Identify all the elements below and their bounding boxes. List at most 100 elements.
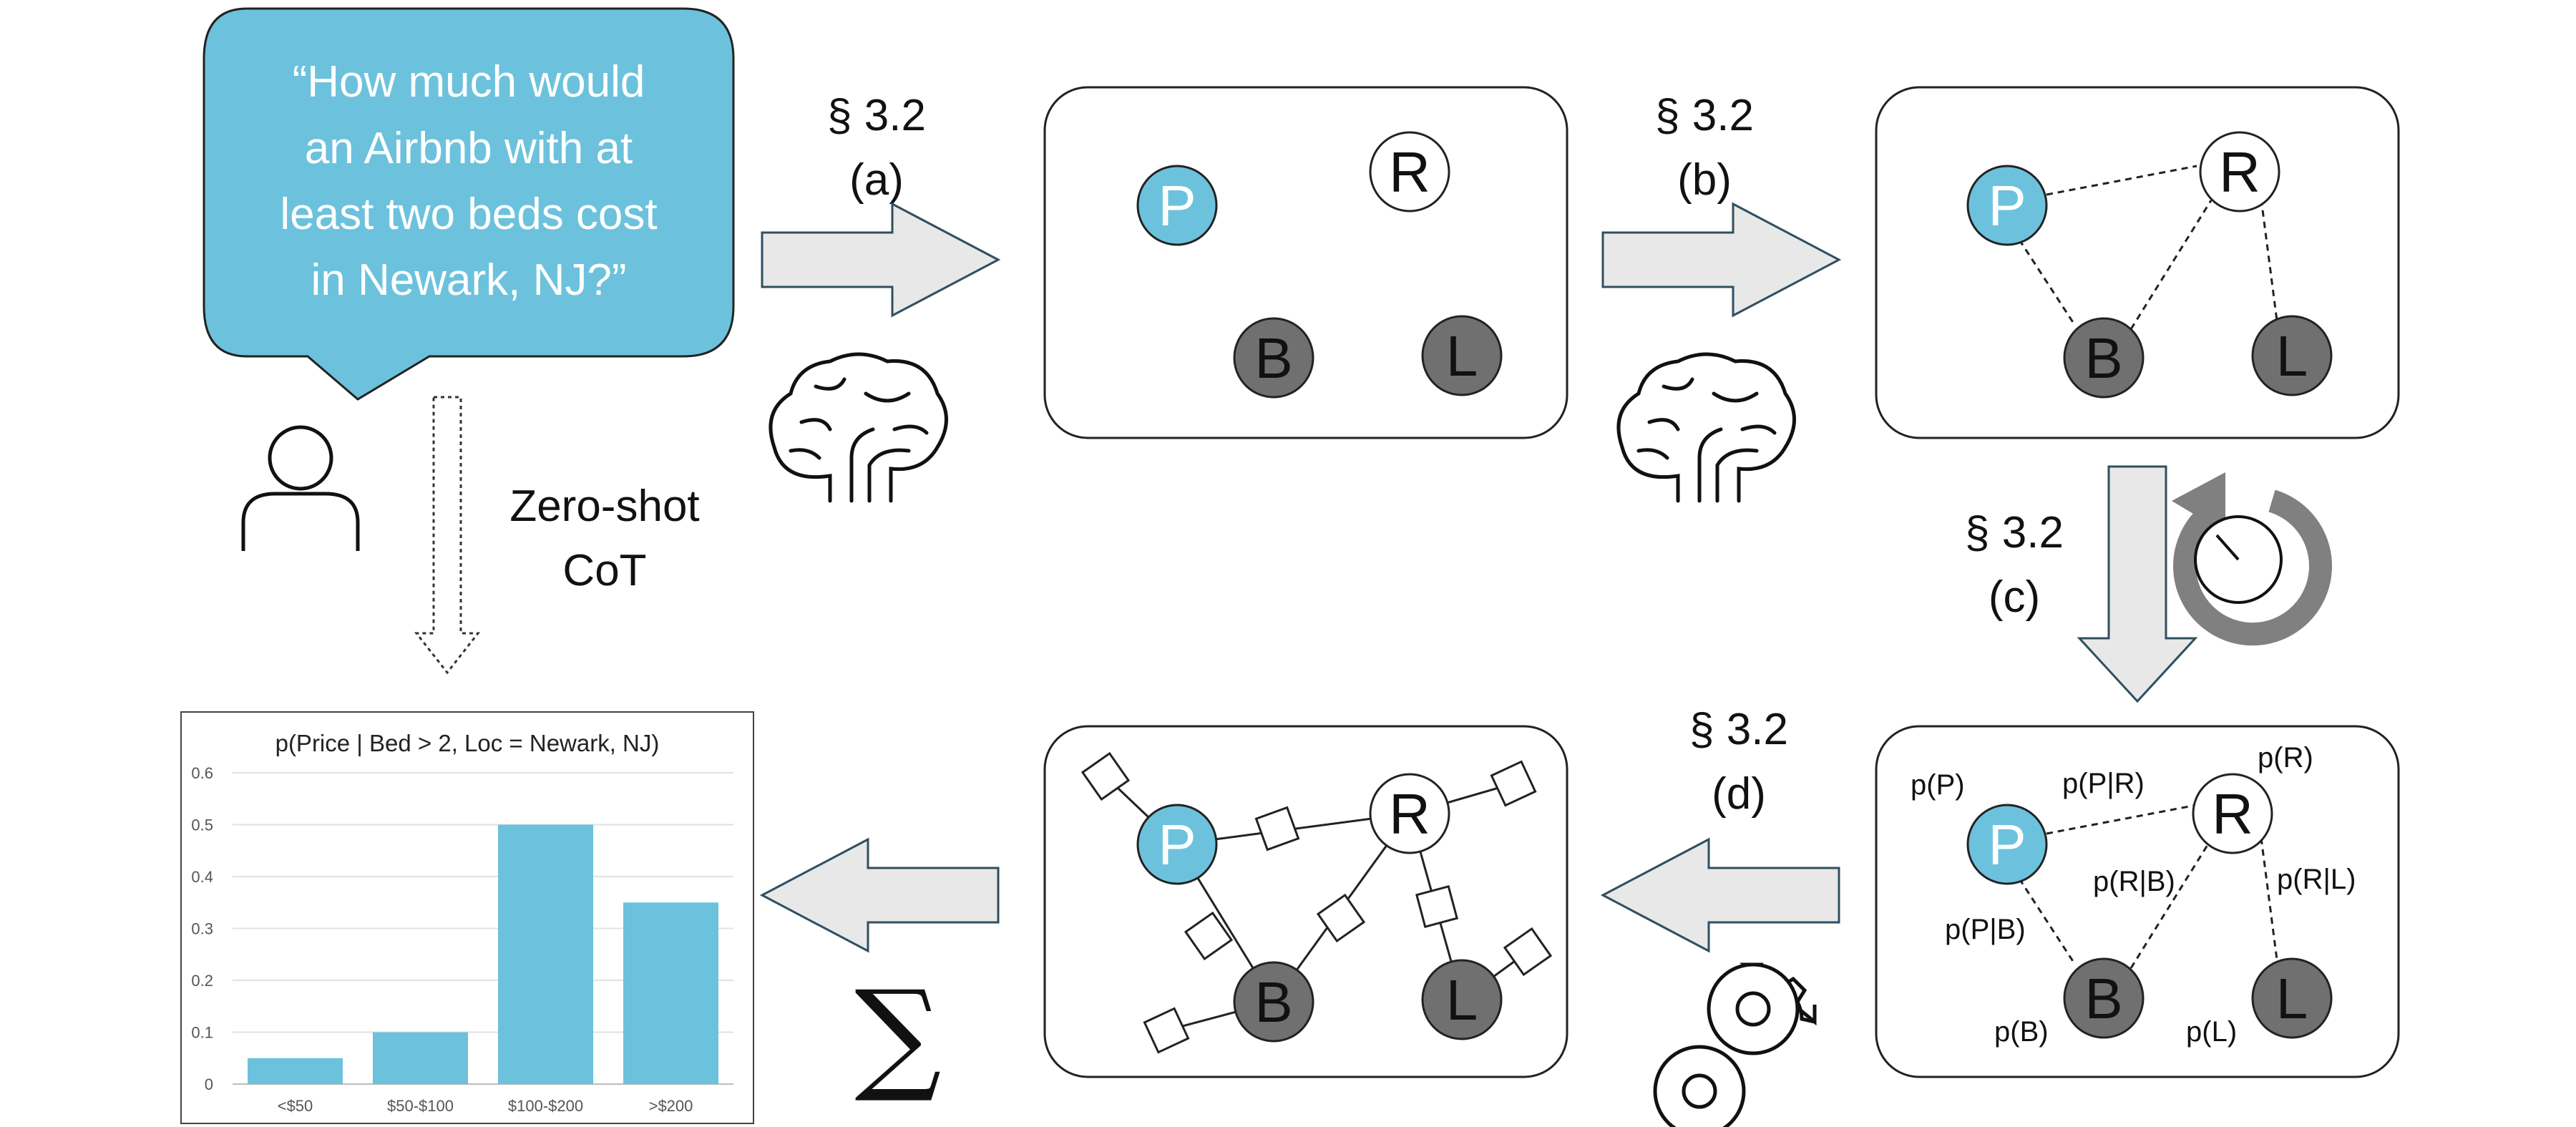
box3-node-B: B [2063,957,2145,1039]
factor-square [1254,806,1300,852]
query-line-3: least two beds cost [280,190,657,239]
aggregate-arrow [759,837,1000,953]
box2-edges [2018,165,2278,330]
step-b-section: § 3.2 [1655,91,1754,140]
chart-y-tick-label: 0 [205,1075,213,1093]
chart-bars [248,824,718,1084]
box3-node-B-label: B [2084,967,2122,1030]
box2-node-L-label: L [2276,324,2308,388]
factor-p-L: p(L) [2186,1016,2237,1048]
box1-node-B-label: B [1254,326,1292,390]
step-d-tag: (d) [1712,769,1766,819]
chart-y-tick-label: 0.6 [191,764,213,782]
step-d-arrow [1600,837,1840,953]
box1-node-P: P [1136,165,1218,246]
query-bubble: “How much would an Airbnb with at least … [203,7,735,401]
query-line-2: an Airbnb with at [305,124,633,173]
factor-p-R: p(R) [2258,742,2313,774]
step-b-tag: (b) [1677,155,1732,205]
brain-icon-b [1616,352,1796,503]
box2-node-P-label: P [1988,174,2026,238]
box4-node-B: B [1233,961,1314,1043]
factor-p-R-given-L: p(R|L) [2277,864,2356,895]
factor-square [1080,751,1131,801]
chart-bar [373,1032,468,1084]
factor-p-P-given-B: p(P|B) [1945,914,2026,945]
box2-node-B: B [2063,317,2145,399]
box3-node-R-label: R [2212,782,2253,846]
speech-bubble-shape [203,7,735,401]
step-b-arrow [1601,202,1842,318]
box1-node-R: R [1369,131,1450,213]
query-line-4: in Newark, NJ?” [311,255,627,305]
baseline-label-line-2: CoT [562,546,646,595]
query-line-1: “How much would [293,57,645,107]
box4-node-L-label: L [1446,968,1478,1032]
box1-node-P-label: P [1158,174,1196,238]
box1-node-B: B [1233,317,1314,399]
chart-y-ticks: 0 0.1 0.2 0.3 0.4 0.5 0.6 [191,764,213,1093]
step-c-arrow [2077,465,2198,703]
box4-factor-squares [1080,751,1553,1054]
box2-node-R: R [2199,131,2280,213]
box4-node-B-label: B [1254,970,1292,1034]
step-a-section: § 3.2 [827,91,926,140]
factor-square [1184,911,1234,961]
step-a-arrow [761,202,1001,318]
box4-node-L: L [1421,959,1503,1040]
box1-node-L-label: L [1446,324,1478,388]
zero-shot-arrow [414,396,481,675]
box3-node-P: P [1966,804,2048,885]
graph-box-structure [1875,86,2400,439]
box4-node-R: R [1369,773,1450,854]
chart-y-tick-label: 0.3 [191,920,213,938]
box1-node-R-label: R [1389,140,1430,204]
factor-square [1143,1007,1190,1054]
box3-node-L: L [2251,957,2333,1039]
chart-bar [623,902,718,1084]
chart-y-tick-label: 0.1 [191,1024,213,1042]
box2-node-L: L [2251,315,2333,396]
user-icon [241,425,360,551]
chart-x-tick-label: >$200 [649,1097,693,1115]
box4-node-P: P [1136,804,1218,885]
box3-node-L-label: L [2276,967,2308,1030]
step-d-section: § 3.2 [1689,705,1788,754]
box3-edges [2018,804,2278,969]
factor-square [1503,927,1553,977]
factor-p-P: p(P) [1911,769,1965,801]
factor-p-P-given-R: p(P|R) [2062,768,2145,799]
box4-node-P-label: P [1158,813,1196,877]
step-c-tag: (c) [1989,572,2040,622]
baseline-label-line-1: Zero-shot [509,482,699,531]
chart-x-ticks: <$50 $50-$100 $100-$200 >$200 [278,1097,693,1115]
box4-node-R-label: R [1389,782,1430,846]
factor-square [1316,893,1366,943]
chart-x-tick-label: $100-$200 [508,1097,583,1115]
sum-symbol: ∑ [854,965,941,1106]
step-a-tag: (a) [849,155,904,205]
factor-p-B: p(B) [1994,1016,2049,1048]
box3-node-P-label: P [1988,813,2026,877]
box1-node-L: L [1421,315,1503,396]
box2-node-B-label: B [2084,326,2122,390]
factor-p-R-given-B: p(R|B) [2093,866,2175,897]
chart-y-tick-label: 0.2 [191,972,213,990]
chart-title: p(Price | Bed > 2, Loc = Newark, NJ) [275,730,660,756]
box2-node-P: P [1966,165,2048,246]
chart-y-tick-label: 0.4 [191,868,213,886]
chart-bar [248,1058,343,1084]
timer-refresh-icon [2172,472,2333,646]
chart-y-tick-label: 0.5 [191,816,213,834]
step-c-section: § 3.2 [1965,508,2064,557]
brain-icon-a [769,352,948,503]
box2-node-R-label: R [2219,140,2260,204]
box3-node-R: R [2192,773,2273,854]
gears-icon [1653,962,1817,1127]
chart-x-tick-label: $50-$100 [387,1097,454,1115]
factor-square [1415,884,1459,929]
chart-bar [498,824,593,1084]
factor-square [1490,760,1537,807]
chart-x-tick-label: <$50 [278,1097,313,1115]
